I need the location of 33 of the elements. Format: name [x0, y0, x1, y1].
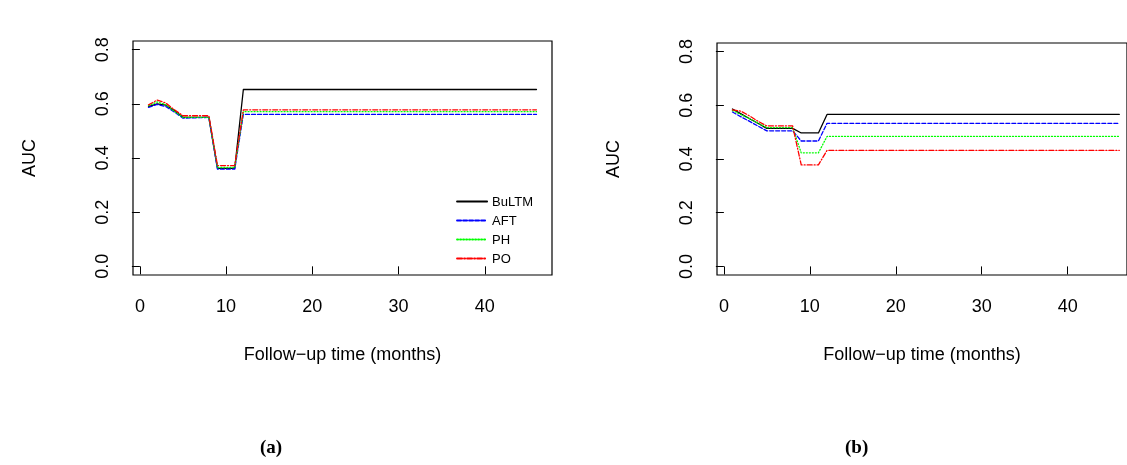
x-tick-label: 10 [216, 296, 237, 316]
y-tick-label: 0.8 [676, 39, 696, 65]
x-axis-title: Follow−up time (months) [243, 344, 442, 364]
x-tick-label: 30 [388, 296, 409, 316]
legend-label: PO [492, 251, 511, 266]
line-series [731, 111, 1120, 142]
text: (a) [260, 436, 283, 458]
y-tick-label: 0.2 [92, 199, 112, 225]
x-tick-label: 20 [302, 296, 323, 316]
x-tick-label: 0 [718, 296, 729, 316]
x-tick-label: 30 [971, 296, 992, 316]
y-tick-label: 0.4 [92, 145, 112, 171]
x-tick-label: 40 [1057, 296, 1078, 316]
y-axis-title: AUC [19, 138, 39, 178]
legend-label: BuLTM [492, 194, 533, 209]
x-tick-label: 40 [474, 296, 495, 316]
y-tick-label: 0.6 [92, 91, 112, 117]
line-series [731, 109, 1120, 166]
y-tick-label: 0.6 [676, 92, 696, 118]
y-tick-label: 0.0 [676, 253, 696, 279]
y-tick-label: 0.0 [92, 253, 112, 279]
text: (b) [845, 436, 869, 458]
y-tick-label: 0.2 [676, 200, 696, 226]
y-axis-title: AUC [603, 139, 623, 179]
x-axis-title: Follow−up time (months) [823, 344, 1021, 364]
legend-label: AFT [492, 213, 517, 228]
line-series [731, 108, 1120, 134]
x-tick-label: 20 [885, 296, 906, 316]
y-tick-label: 0.4 [676, 146, 696, 172]
y-tick-label: 0.8 [92, 37, 112, 63]
x-tick-label: 0 [134, 296, 145, 316]
x-tick-label: 10 [799, 296, 820, 316]
legend-label: PH [492, 232, 511, 247]
